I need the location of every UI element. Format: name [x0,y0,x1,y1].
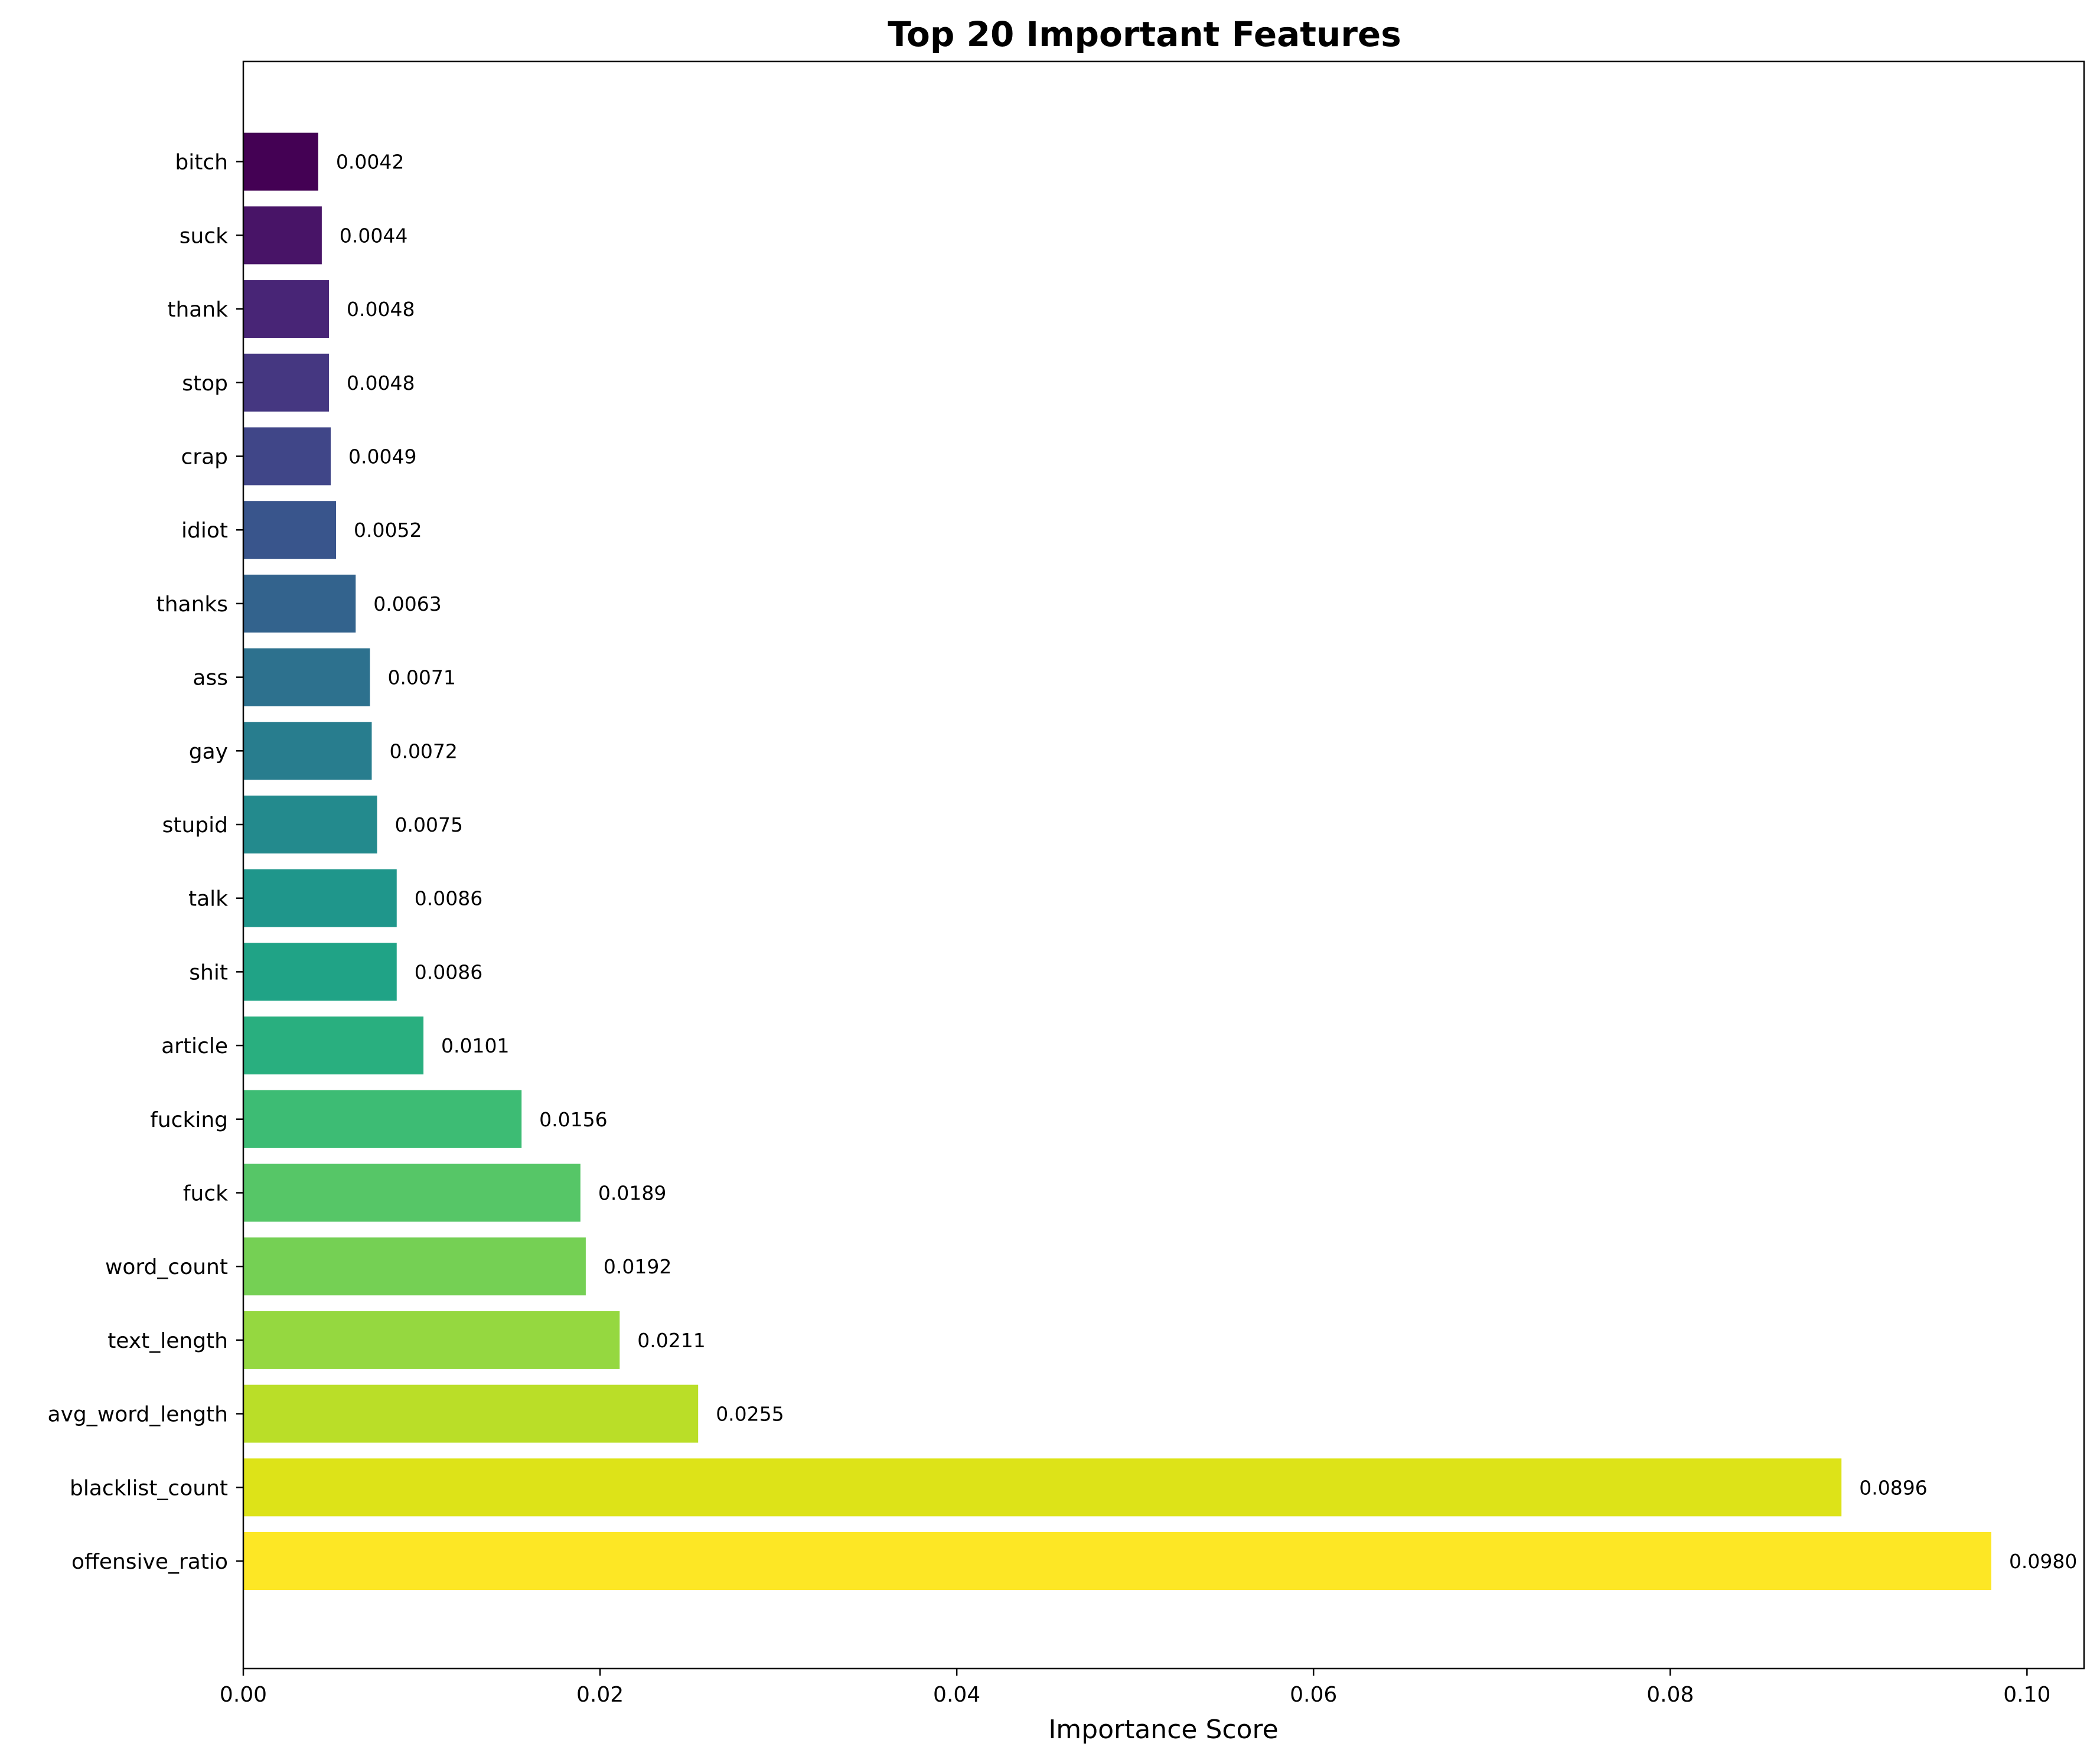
bar-gay [243,722,372,780]
y-tick-label: fucking [150,1108,228,1132]
bar-stop [243,353,329,412]
data-label: 0.0896 [1859,1476,1927,1499]
bar-suck [243,206,322,265]
y-tick-label: stupid [162,813,228,838]
data-label: 0.0086 [415,887,482,910]
bar-offensive-ratio [243,1532,1991,1590]
bar-word-count [243,1237,586,1296]
data-label: 0.0255 [716,1403,784,1426]
data-label: 0.0192 [604,1255,671,1278]
y-tick-label: shit [189,960,228,985]
y-tick-label: crap [181,445,228,470]
data-label: 0.0072 [389,739,457,763]
y-axis-ticks: offensive_ratio blacklist_count avg_word_l… [48,151,243,1574]
x-tick-label: 0.10 [2003,1683,2050,1707]
data-label: 0.0042 [336,151,404,174]
bar-bitch [243,132,318,191]
data-label: 0.0189 [598,1182,666,1205]
bar-fucking [243,1090,522,1148]
data-label: 0.0071 [387,666,455,689]
bar-talk [243,869,397,927]
bars-layer: 0.0980 0.0896 0.0255 0.0211 0.0192 0.0189 0.01… [243,132,2077,1590]
y-tick-label: fuck [183,1182,228,1206]
y-tick-label: gay [189,739,228,764]
bar-blacklist-count [243,1458,1842,1517]
x-tick-label: 0.04 [933,1683,980,1707]
data-label: 0.0052 [354,519,422,542]
y-tick-label: stop [182,372,228,396]
data-label: 0.0211 [637,1329,705,1352]
chart-title: Top 20 Important Features [888,14,1401,54]
bar-text-length [243,1311,620,1369]
y-tick-label: ass [193,666,228,690]
x-tick-label: 0.00 [220,1683,267,1707]
bar-crap [243,427,331,486]
bar-thanks [243,574,356,633]
x-axis-ticks: 0.00 0.02 0.04 0.06 0.08 0.10 [220,1669,2050,1707]
y-tick-label: talk [188,887,228,911]
data-label: 0.0063 [373,592,441,615]
y-tick-label: thank [167,298,228,322]
bar-fuck [243,1164,581,1222]
y-tick-label: avg_word_length [48,1403,228,1427]
data-label: 0.0156 [539,1108,607,1131]
x-tick-label: 0.06 [1290,1683,1337,1707]
data-label: 0.0049 [348,445,416,468]
y-tick-label: offensive_ratio [71,1550,228,1574]
y-tick-label: text_length [107,1329,228,1353]
y-tick-label: suck [180,224,228,248]
data-label: 0.0075 [395,813,463,836]
y-tick-label: idiot [181,519,228,543]
data-label: 0.0044 [340,224,407,247]
y-tick-label: thanks [156,592,228,617]
y-tick-label: word_count [105,1255,228,1279]
x-axis-label: Importance Score [1048,1715,1278,1745]
x-tick-label: 0.02 [576,1683,624,1707]
bar-idiot [243,501,337,559]
plot-frame [242,60,2085,1670]
data-label: 0.0086 [415,960,482,983]
data-label: 0.0101 [441,1034,509,1057]
data-label: 0.0048 [347,372,415,395]
bar-article [243,1016,424,1075]
bar-thank [243,280,329,338]
data-label: 0.0048 [347,298,415,321]
y-tick-label: article [161,1034,228,1058]
y-tick-label: blacklist_count [70,1476,228,1500]
bar-stupid [243,796,377,853]
y-tick-label: bitch [175,151,228,175]
x-tick-label: 0.08 [1646,1683,1694,1707]
data-label: 0.0980 [2009,1550,2077,1573]
bar-ass [243,648,370,706]
bar-shit [243,943,397,1001]
bar-avg-word-length [243,1384,699,1443]
